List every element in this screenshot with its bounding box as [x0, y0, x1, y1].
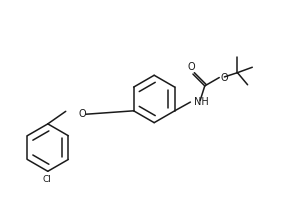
Text: O: O	[188, 62, 195, 72]
Text: Cl: Cl	[42, 175, 51, 184]
Text: O: O	[220, 73, 228, 83]
Text: O: O	[78, 109, 86, 119]
Text: NH: NH	[194, 97, 209, 107]
